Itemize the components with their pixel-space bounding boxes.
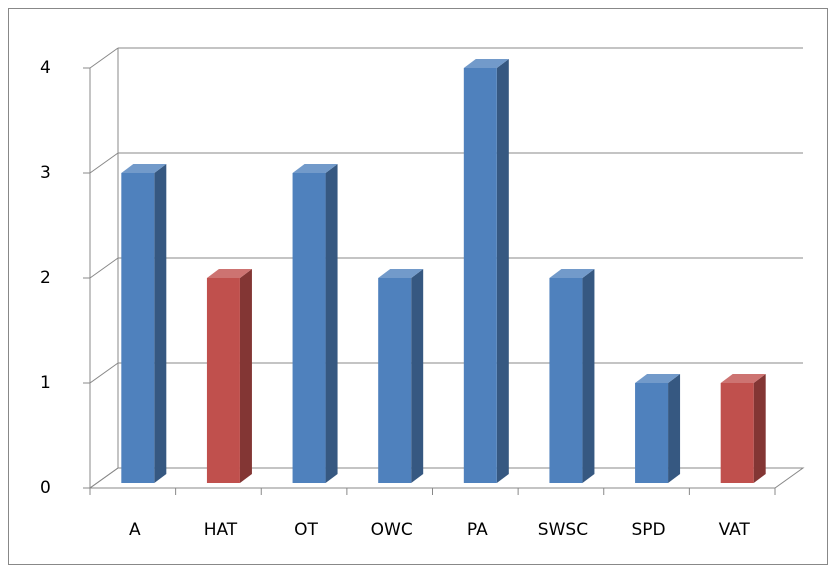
- bar-top: [720, 374, 766, 383]
- bar-top: [463, 59, 509, 68]
- bar-side: [753, 374, 766, 483]
- bar-top: [292, 164, 338, 173]
- grid-line: [89, 257, 119, 279]
- bar-top: [378, 269, 424, 278]
- bar-side: [668, 374, 681, 483]
- y-tick-label: 4: [40, 58, 51, 78]
- grid-line: [89, 47, 119, 69]
- x-tick-label: A: [129, 520, 141, 540]
- bar-top: [549, 269, 595, 278]
- grid-line: [89, 362, 119, 384]
- y-tick-label: 3: [40, 163, 51, 183]
- y-tick-label: 0: [40, 478, 51, 498]
- bar-side: [496, 59, 509, 483]
- bar-side: [582, 269, 595, 483]
- bar-side: [325, 164, 338, 483]
- bar-top: [206, 269, 252, 278]
- bar: [549, 278, 583, 483]
- bar: [378, 278, 412, 483]
- grid-line: [89, 467, 119, 489]
- bar: [720, 383, 754, 483]
- y-tick-label: 2: [40, 268, 51, 288]
- bar-top: [635, 374, 681, 383]
- x-tick-label: VAT: [719, 520, 751, 540]
- bar-side: [411, 269, 424, 483]
- bar-side: [154, 164, 167, 483]
- bar: [206, 278, 240, 483]
- bar: [292, 173, 326, 483]
- grid-line: [89, 152, 119, 174]
- bar: [463, 68, 497, 483]
- x-tick-label: HAT: [204, 520, 238, 540]
- x-tick-label: PA: [467, 520, 488, 540]
- bar-top: [121, 164, 167, 173]
- x-tick-label: SWSC: [538, 520, 588, 540]
- bar-side: [239, 269, 252, 483]
- x-tick-label: SPD: [631, 520, 665, 540]
- bar: [121, 173, 155, 483]
- x-tick-label: OWC: [371, 520, 413, 540]
- bar: [635, 383, 669, 483]
- x-tick-label: OT: [294, 520, 318, 540]
- y-tick-label: 1: [40, 373, 51, 393]
